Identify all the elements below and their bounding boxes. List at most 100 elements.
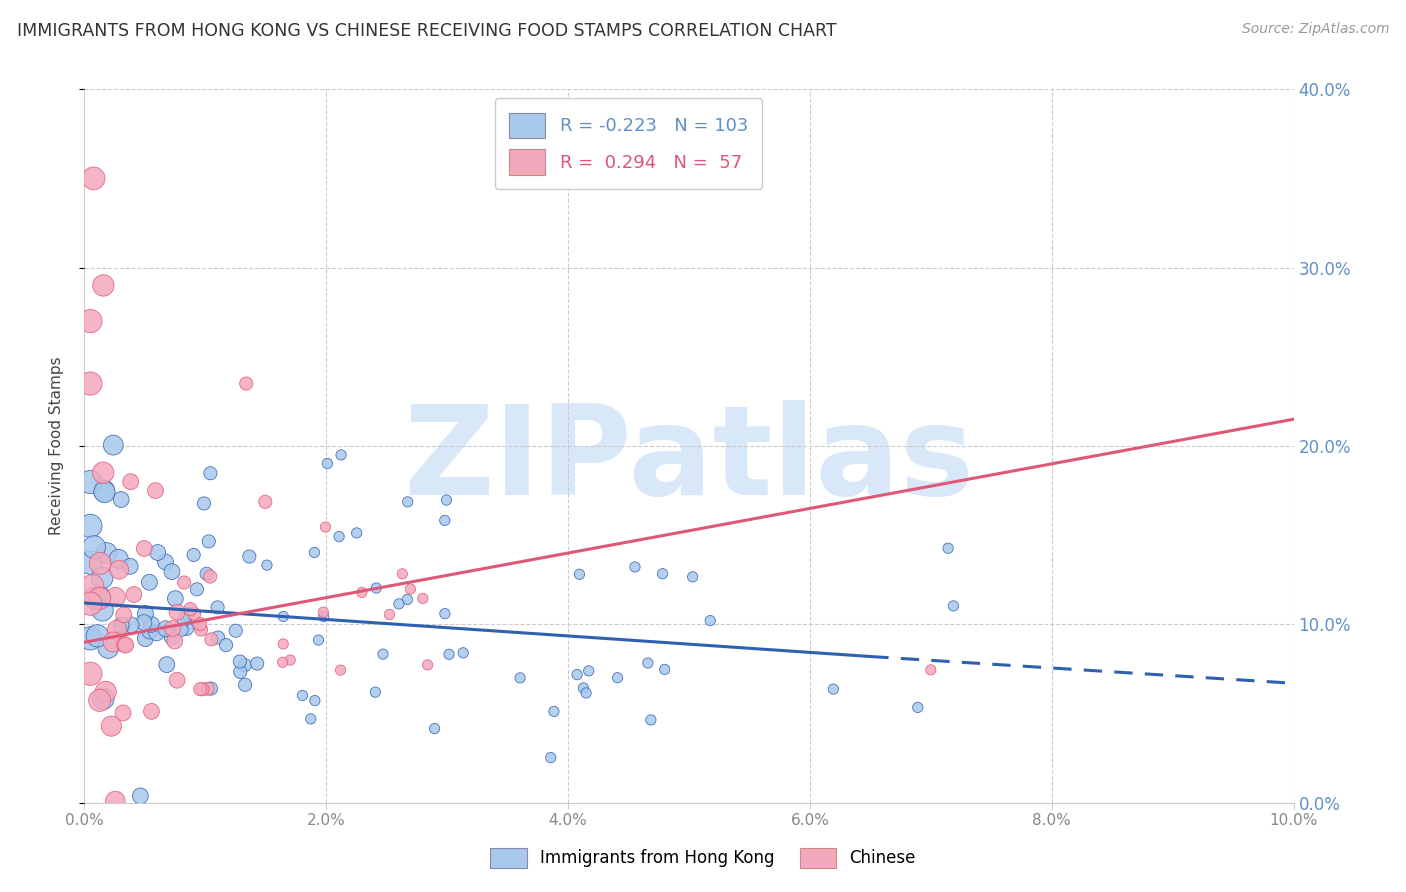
Point [129,789,152,803]
Point [312,609,335,624]
Point [907,700,929,714]
Point [606,671,628,685]
Point [572,681,595,695]
Point [299,712,322,726]
Point [207,600,229,615]
Point [183,607,205,621]
Point [207,631,229,645]
Point [79,519,101,533]
Point [200,632,222,647]
Point [91,603,114,617]
Point [278,653,301,667]
Y-axis label: Receiving Food Stamps: Receiving Food Stamps [49,357,63,535]
Point [155,555,177,569]
Legend: Immigrants from Hong Kong, Chinese: Immigrants from Hong Kong, Chinese [484,841,922,875]
Text: IMMIGRANTS FROM HONG KONG VS CHINESE RECEIVING FOOD STAMPS CORRELATION CHART: IMMIGRANTS FROM HONG KONG VS CHINESE REC… [17,22,837,40]
Point [110,618,132,632]
Point [94,684,117,698]
Point [451,646,474,660]
Point [162,622,184,636]
Point [103,438,125,452]
Point [91,466,114,480]
Point [350,585,373,599]
Point [920,663,942,677]
Point [176,608,198,623]
Point [188,682,211,697]
Point [436,493,458,508]
Point [396,495,419,509]
Point [193,496,215,510]
Point [166,605,188,619]
Point [233,678,256,692]
Point [79,376,101,391]
Point [132,615,155,630]
Point [91,691,114,706]
Point [186,582,208,597]
Point [936,541,959,556]
Point [120,618,142,632]
Point [155,622,177,636]
Legend: R = -0.223   N = 103, R =  0.294   N =  57: R = -0.223 N = 103, R = 0.294 N = 57 [495,98,762,189]
Point [176,607,198,621]
Point [416,657,439,672]
Point [111,618,134,632]
Point [79,632,101,646]
Point [312,605,335,619]
Point [179,602,201,616]
Point [624,560,647,574]
Point [238,549,260,564]
Point [433,607,456,621]
Point [229,655,252,669]
Point [366,581,388,595]
Point [823,682,845,697]
Point [433,513,456,527]
Point [134,632,156,646]
Point [543,704,565,718]
Point [100,719,122,733]
Point [134,541,156,556]
Point [104,590,127,604]
Point [93,485,115,500]
Point [654,662,676,676]
Point [114,638,136,652]
Point [651,566,673,581]
Point [160,565,183,579]
Point [540,750,562,764]
Point [328,530,350,544]
Point [96,546,118,560]
Point [225,624,247,638]
Point [364,685,387,699]
Point [97,640,120,655]
Text: Source: ZipAtlas.com: Source: ZipAtlas.com [1241,22,1389,37]
Point [104,794,127,808]
Point [235,376,257,391]
Point [437,648,460,662]
Point [79,314,101,328]
Point [173,575,195,590]
Point [91,571,114,585]
Point [83,540,105,554]
Point [160,630,183,644]
Point [156,657,179,672]
Point [79,666,101,681]
Point [89,591,111,605]
Point [316,457,339,471]
Point [170,623,193,637]
Point [145,625,167,640]
Point [89,557,111,571]
Point [183,548,205,562]
Point [134,607,156,621]
Point [256,558,278,573]
Point [108,563,131,577]
Point [105,623,128,637]
Point [93,483,115,498]
Point [412,591,434,606]
Point [200,681,222,696]
Point [378,607,401,622]
Point [246,657,269,671]
Point [112,607,135,622]
Point [146,545,169,559]
Point [200,466,222,480]
Point [191,682,214,697]
Point [120,475,142,489]
